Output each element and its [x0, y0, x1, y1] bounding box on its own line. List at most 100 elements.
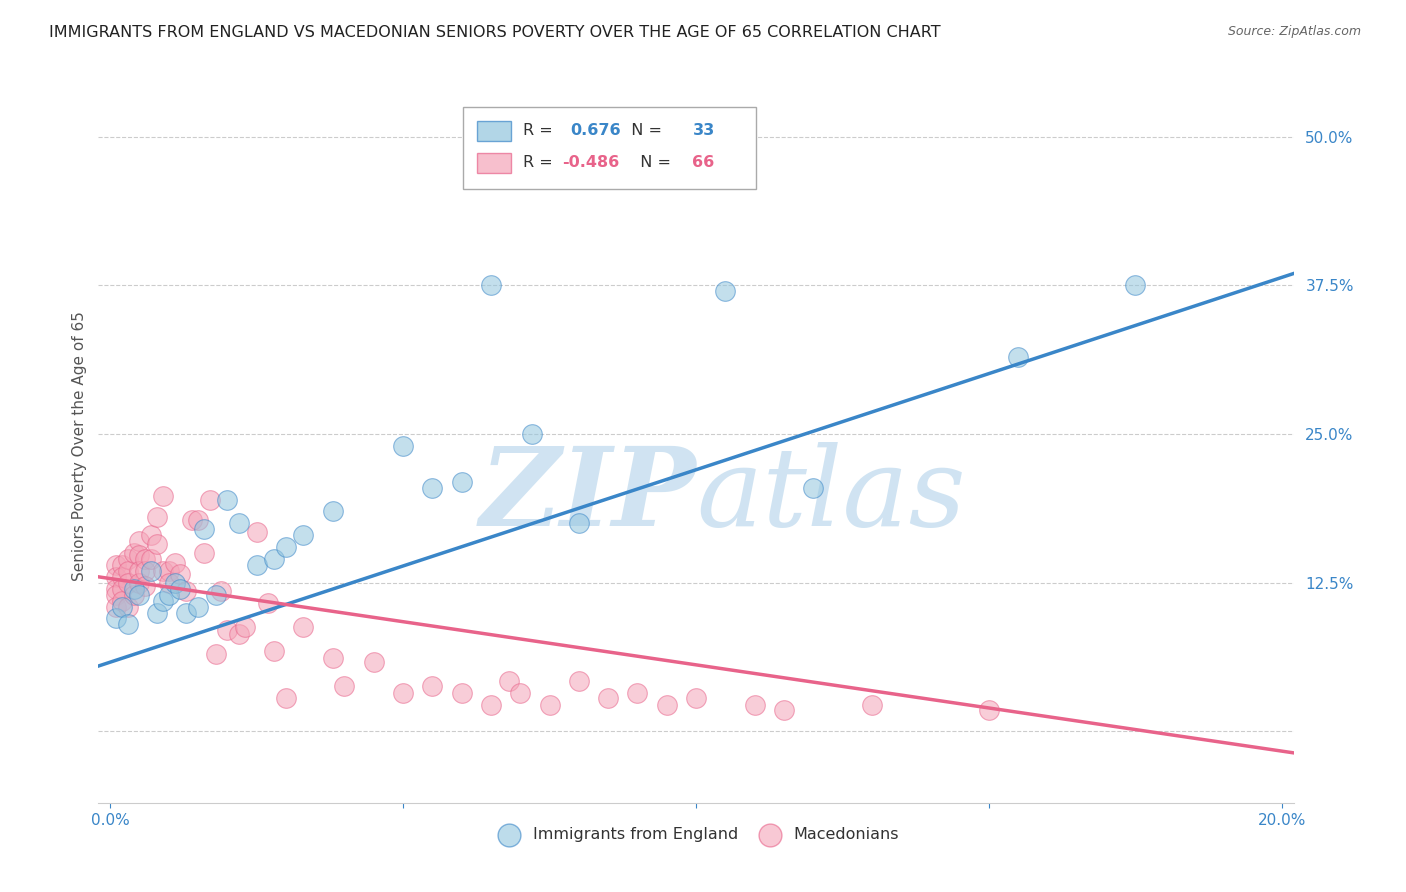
Point: [322, 504, 344, 518]
Point: [292, 528, 315, 542]
Text: -0.486: -0.486: [562, 155, 620, 170]
Point: [141, 528, 163, 542]
Point: [146, 536, 169, 550]
Point: [568, 516, 591, 531]
Text: 66: 66: [692, 155, 714, 170]
Point: [211, 584, 233, 599]
Text: 0.676: 0.676: [571, 123, 621, 138]
Point: [228, 627, 250, 641]
Point: [193, 546, 215, 560]
Point: [520, 427, 543, 442]
Point: [122, 588, 145, 602]
Point: [977, 703, 1000, 717]
Text: 33: 33: [692, 123, 714, 138]
Text: N =: N =: [630, 155, 676, 170]
Point: [263, 552, 285, 566]
Point: [117, 617, 139, 632]
Point: [105, 558, 128, 572]
Point: [479, 278, 502, 293]
FancyBboxPatch shape: [463, 107, 756, 189]
Point: [174, 606, 197, 620]
Point: [134, 552, 156, 566]
Point: [1125, 278, 1147, 293]
Point: [134, 579, 156, 593]
Point: [274, 540, 297, 554]
Point: [128, 564, 150, 578]
Point: [392, 439, 415, 453]
Point: [685, 691, 707, 706]
Point: [128, 534, 150, 549]
Point: [333, 679, 356, 693]
Point: [860, 698, 883, 713]
Text: R =: R =: [523, 155, 558, 170]
Point: [626, 686, 648, 700]
FancyBboxPatch shape: [477, 120, 510, 141]
Point: [498, 674, 520, 689]
Point: [128, 588, 150, 602]
Point: [773, 703, 796, 717]
Point: [141, 564, 163, 578]
Y-axis label: Seniors Poverty Over the Age of 65: Seniors Poverty Over the Age of 65: [72, 311, 87, 581]
Point: [152, 489, 174, 503]
Point: [122, 582, 145, 596]
Point: [174, 584, 197, 599]
Point: [257, 596, 280, 610]
Point: [134, 564, 156, 578]
Point: [246, 558, 269, 572]
Point: [392, 686, 415, 700]
Point: [422, 481, 444, 495]
Point: [152, 564, 174, 578]
Point: [122, 546, 145, 560]
Point: [217, 624, 239, 638]
Point: [111, 570, 134, 584]
Point: [163, 575, 186, 590]
Point: [128, 549, 150, 563]
Point: [169, 582, 191, 596]
Point: [169, 567, 191, 582]
Point: [1007, 350, 1029, 364]
Point: [322, 650, 344, 665]
Point: [105, 599, 128, 614]
Point: [117, 575, 139, 590]
Point: [233, 620, 256, 634]
Text: IMMIGRANTS FROM ENGLAND VS MACEDONIAN SENIORS POVERTY OVER THE AGE OF 65 CORRELA: IMMIGRANTS FROM ENGLAND VS MACEDONIAN SE…: [49, 25, 941, 40]
Point: [157, 575, 180, 590]
Point: [246, 524, 269, 539]
Point: [181, 513, 204, 527]
Point: [163, 556, 186, 570]
Point: [111, 599, 134, 614]
Point: [105, 611, 128, 625]
Point: [204, 588, 226, 602]
Point: [714, 285, 737, 299]
Point: [157, 564, 180, 578]
FancyBboxPatch shape: [477, 153, 510, 173]
Point: [422, 679, 444, 693]
Point: [128, 575, 150, 590]
Point: [363, 656, 385, 670]
Point: [509, 686, 531, 700]
Point: [152, 593, 174, 607]
Point: [626, 165, 648, 179]
Point: [111, 582, 134, 596]
Point: [105, 570, 128, 584]
Point: [141, 552, 163, 566]
Point: [292, 620, 315, 634]
Point: [117, 564, 139, 578]
Point: [479, 698, 502, 713]
Text: atlas: atlas: [696, 442, 966, 549]
Point: [187, 599, 209, 614]
Point: [117, 599, 139, 614]
Point: [146, 606, 169, 620]
Point: [146, 510, 169, 524]
Point: [263, 643, 285, 657]
Point: [117, 552, 139, 566]
Point: [105, 588, 128, 602]
Point: [105, 582, 128, 596]
Text: R =: R =: [523, 123, 562, 138]
Point: [598, 691, 620, 706]
Point: [217, 492, 239, 507]
Text: Source: ZipAtlas.com: Source: ZipAtlas.com: [1227, 25, 1361, 38]
Point: [157, 588, 180, 602]
Point: [450, 475, 472, 489]
Point: [655, 698, 678, 713]
